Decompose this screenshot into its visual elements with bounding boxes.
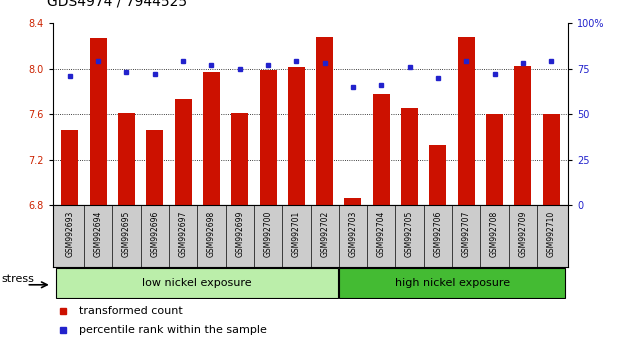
Text: GSM992704: GSM992704 xyxy=(377,210,386,257)
Text: GSM992699: GSM992699 xyxy=(235,210,244,257)
Text: GSM992694: GSM992694 xyxy=(94,210,102,257)
Text: GSM992697: GSM992697 xyxy=(179,210,188,257)
Bar xyxy=(401,108,418,205)
FancyBboxPatch shape xyxy=(56,268,338,298)
Bar xyxy=(345,199,361,205)
Bar xyxy=(231,113,248,205)
FancyBboxPatch shape xyxy=(339,268,565,298)
Text: stress: stress xyxy=(1,274,34,284)
Text: low nickel exposure: low nickel exposure xyxy=(142,278,252,288)
Text: high nickel exposure: high nickel exposure xyxy=(394,278,510,288)
Text: GSM992702: GSM992702 xyxy=(320,210,329,257)
Bar xyxy=(543,114,560,205)
Bar xyxy=(61,130,78,205)
Bar xyxy=(118,113,135,205)
Bar xyxy=(514,66,532,205)
Text: GSM992695: GSM992695 xyxy=(122,210,131,257)
Bar xyxy=(203,72,220,205)
Text: GSM992696: GSM992696 xyxy=(150,210,159,257)
Text: GDS4974 / 7944525: GDS4974 / 7944525 xyxy=(47,0,187,9)
Text: GSM992710: GSM992710 xyxy=(546,210,556,257)
Text: GSM992707: GSM992707 xyxy=(462,210,471,257)
Bar xyxy=(373,94,390,205)
Text: GSM992706: GSM992706 xyxy=(433,210,442,257)
Bar xyxy=(486,114,503,205)
Bar xyxy=(458,37,475,205)
Text: GSM992703: GSM992703 xyxy=(348,210,358,257)
Text: GSM992705: GSM992705 xyxy=(405,210,414,257)
Text: GSM992709: GSM992709 xyxy=(519,210,527,257)
Bar xyxy=(430,145,446,205)
Bar xyxy=(175,99,191,205)
Text: GSM992693: GSM992693 xyxy=(65,210,75,257)
Text: transformed count: transformed count xyxy=(78,306,183,316)
Bar xyxy=(260,70,276,205)
Bar xyxy=(316,37,333,205)
Text: GSM992698: GSM992698 xyxy=(207,210,216,257)
Bar xyxy=(288,68,305,205)
Text: percentile rank within the sample: percentile rank within the sample xyxy=(78,325,266,335)
Bar xyxy=(89,38,107,205)
Text: GSM992701: GSM992701 xyxy=(292,210,301,257)
Text: GSM992700: GSM992700 xyxy=(263,210,273,257)
Text: GSM992708: GSM992708 xyxy=(490,210,499,257)
Bar xyxy=(146,130,163,205)
